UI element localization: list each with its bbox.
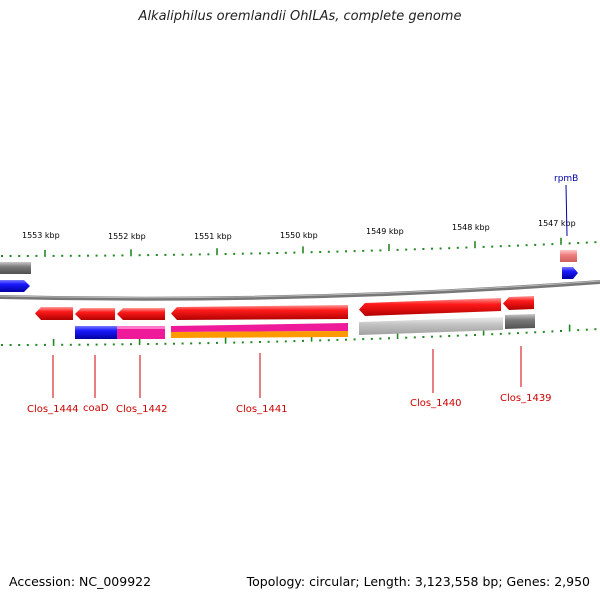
gene-arrow-coad[interactable]: [75, 308, 115, 320]
gene-arrow-clos-1440[interactable]: [359, 298, 501, 316]
feature-blue-coad[interactable]: [75, 326, 117, 339]
gene-arrow-clos-1441[interactable]: [171, 305, 348, 320]
gene-arrow-clos-1444[interactable]: [35, 307, 73, 320]
ruler-label-1552: 1552 kbp: [108, 232, 146, 241]
gene-label-rpmb[interactable]: rpmB: [554, 174, 578, 184]
feature-pink-rpmB[interactable]: [560, 250, 577, 262]
feature-magenta-clos-1442[interactable]: [117, 326, 165, 339]
feature-blue-left[interactable]: [0, 280, 30, 292]
footer-accession: Accession: NC_009922: [9, 574, 152, 589]
gene-label-clos-1441[interactable]: Clos_1441: [236, 404, 288, 415]
gene-label-clos-1439[interactable]: Clos_1439: [500, 393, 552, 404]
gene-arrow-clos-1439[interactable]: [503, 296, 534, 310]
page-title: Alkaliphilus oremlandii OhILAs, complete…: [138, 9, 462, 24]
ruler-labels: 1553 kbp 1552 kbp 1551 kbp 1550 kbp 1549…: [22, 219, 576, 241]
genome-backbone: [0, 280, 600, 301]
feature-blue-rpmB[interactable]: [562, 267, 578, 279]
feature-orange-clos-1441[interactable]: [171, 331, 348, 338]
gene-label-clos-1440[interactable]: Clos_1440: [410, 398, 462, 409]
feature-gray-clos-1439[interactable]: [505, 314, 535, 329]
ruler-label-1553: 1553 kbp: [22, 231, 60, 240]
footer-summary: Topology: circular; Length: 3,123,558 bp…: [246, 574, 590, 589]
leader-lines: [52, 346, 522, 398]
leader-line-rpmB: [565, 184, 568, 237]
ruler-label-1548: 1548 kbp: [452, 223, 490, 232]
inner-tick-row: [1, 324, 597, 346]
feature-magenta-clos-1441[interactable]: [171, 323, 348, 332]
gene-arrow-clos-1442[interactable]: [117, 308, 165, 320]
gene-label-clos-1444[interactable]: Clos_1444: [27, 404, 79, 415]
ruler-label-1547: 1547 kbp: [538, 219, 576, 228]
gene-label-coad[interactable]: coaD: [83, 403, 109, 414]
feature-gray-left[interactable]: [0, 262, 31, 274]
outer-tick-row: [1, 237, 597, 257]
gene-label-clos-1442[interactable]: Clos_1442: [116, 404, 168, 415]
feature-lightgray-clos-1440[interactable]: [359, 317, 503, 335]
ruler-label-1551: 1551 kbp: [194, 232, 232, 241]
ruler-label-1549: 1549 kbp: [366, 227, 404, 236]
ruler-label-1550: 1550 kbp: [280, 231, 318, 240]
